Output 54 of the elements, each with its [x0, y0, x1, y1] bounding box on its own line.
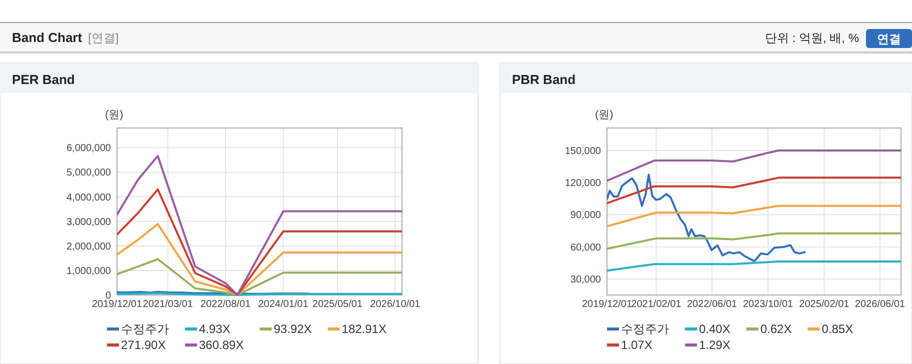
- legend-label: 0.40X: [699, 322, 730, 336]
- x-tick-label: 2026/06/01: [854, 299, 906, 310]
- x-tick-label: 2019/12/01: [92, 299, 142, 310]
- legend-label: 360.89X: [199, 338, 244, 352]
- legend-label: 93.92X: [274, 322, 312, 336]
- legend-label: 0.62X: [760, 322, 792, 336]
- chart-title: PBR Band: [512, 72, 576, 87]
- y-tick-label: 2,000,000: [66, 241, 112, 252]
- legend-label: 1.29X: [699, 338, 730, 352]
- legend-label: 1.07X: [621, 338, 652, 352]
- y-tick-label: 150,000: [564, 146, 602, 157]
- y-tick-label: 30,000: [570, 274, 602, 286]
- x-tick-label: 2022/08/01: [200, 299, 252, 310]
- y-tick-label: 120,000: [564, 178, 602, 190]
- line-series: [117, 258, 402, 296]
- y-axis-title: (원): [595, 109, 614, 121]
- y-tick-label: 5,000,000: [66, 168, 112, 179]
- y-tick-label: 4,000,000: [66, 192, 112, 204]
- line-series: [117, 155, 402, 296]
- line-series: [607, 260, 901, 272]
- line-series: [117, 188, 402, 296]
- text: 단위 : 억원, 배, %: [764, 31, 860, 45]
- legend-label: 4.93X: [199, 322, 230, 336]
- y-tick-label: 3,000,000: [66, 216, 112, 228]
- x-tick-label: 2024/01/01: [258, 299, 309, 310]
- y-tick-label: 6,000,000: [66, 143, 112, 154]
- text: [연결]: [88, 31, 119, 45]
- line-series: [607, 232, 901, 250]
- y-tick-label: 90,000: [570, 210, 602, 222]
- x-tick-label: 2021/03/01: [142, 299, 194, 310]
- x-tick-label: 2021/02/01: [631, 299, 682, 310]
- line-series: [607, 149, 901, 182]
- text: 연결: [877, 32, 901, 46]
- legend-label: 271.90X: [121, 338, 166, 352]
- legend-label: 수정주가: [121, 322, 169, 336]
- line-series: [117, 223, 402, 296]
- x-tick-label: 2025/05/01: [312, 299, 363, 310]
- line-series: [607, 204, 901, 228]
- chart-title: PER Band: [12, 72, 75, 87]
- x-tick-label: 2023/10/01: [742, 299, 794, 310]
- y-tick-label: 0: [105, 290, 112, 302]
- text: Band Chart: [12, 30, 83, 45]
- legend-label: 0.85X: [822, 322, 854, 336]
- line-series: [607, 176, 901, 204]
- y-tick-label: 1,000,000: [66, 266, 112, 277]
- x-tick-label: 2019/12/01: [582, 299, 632, 310]
- x-tick-label: 2022/06/01: [686, 299, 738, 310]
- x-tick-label: 2025/02/01: [799, 299, 850, 310]
- y-tick-label: 60,000: [570, 242, 602, 254]
- line-series: [607, 174, 806, 262]
- x-tick-label: 2026/10/01: [370, 299, 421, 310]
- y-axis-title: (원): [105, 109, 124, 121]
- legend-label: 수정주가: [621, 322, 669, 336]
- legend-label: 182.91X: [342, 322, 386, 336]
